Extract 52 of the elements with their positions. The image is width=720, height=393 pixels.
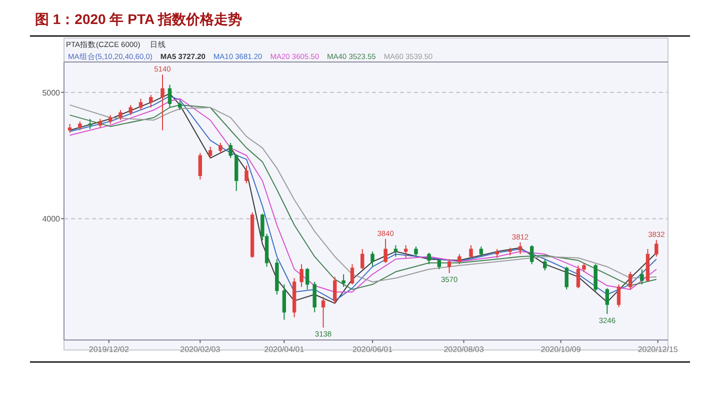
candlestick	[640, 268, 644, 285]
x-tick-label: 2020/10/09	[540, 345, 582, 354]
y-tick-label: 5000	[42, 88, 61, 98]
candlestick	[404, 244, 408, 258]
candlestick	[437, 258, 441, 270]
candlestick	[543, 258, 547, 271]
candlestick	[458, 254, 462, 265]
candlestick	[198, 152, 202, 180]
candlestick	[228, 142, 232, 159]
candlestick	[244, 165, 248, 184]
candlestick	[384, 238, 388, 264]
candlestick	[160, 74, 164, 131]
candlestick	[447, 258, 452, 274]
candlestick	[414, 246, 418, 258]
y-tick-label: 4000	[42, 214, 61, 224]
chart-title: 图 1：2020 年 PTA 指数价格走势	[35, 11, 242, 27]
candlestick	[616, 284, 621, 308]
candlestick	[333, 276, 337, 304]
candlestick	[654, 239, 658, 258]
x-tick-label: 2020/08/03	[444, 345, 484, 354]
candlestick	[370, 251, 374, 268]
candlestick	[342, 274, 346, 288]
candlestick	[321, 296, 326, 328]
x-tick-label: 2020/06/01	[352, 345, 394, 354]
x-tick-label: 2020/12/15	[638, 345, 678, 354]
candlestick	[282, 284, 286, 320]
candlestick	[218, 142, 222, 154]
candlestick	[118, 110, 122, 121]
candlestick	[518, 242, 522, 255]
candlestick	[168, 84, 172, 108]
candlestick	[479, 246, 483, 258]
candlestick	[360, 248, 364, 270]
candlestick	[469, 244, 473, 258]
candlestick	[628, 271, 632, 290]
candlestick	[350, 264, 354, 285]
candlestick	[128, 104, 132, 116]
candlestick	[427, 252, 431, 265]
candlestick	[149, 94, 153, 108]
candlestick	[564, 266, 568, 290]
candlestick	[530, 244, 534, 265]
candlestick	[208, 146, 212, 159]
x-tick-label: 2019/12/02	[88, 345, 130, 354]
candlestick	[138, 98, 143, 111]
candlestick	[394, 244, 398, 258]
candlestick	[312, 281, 316, 313]
x-tick-label: 2020/04/01	[264, 345, 305, 354]
candlestick	[576, 264, 580, 289]
candlestick	[605, 288, 610, 314]
candlestick	[305, 267, 310, 290]
x-tick-label: 2020/02/03	[180, 345, 221, 354]
candlestick	[300, 264, 304, 288]
candlestick	[88, 118, 92, 130]
